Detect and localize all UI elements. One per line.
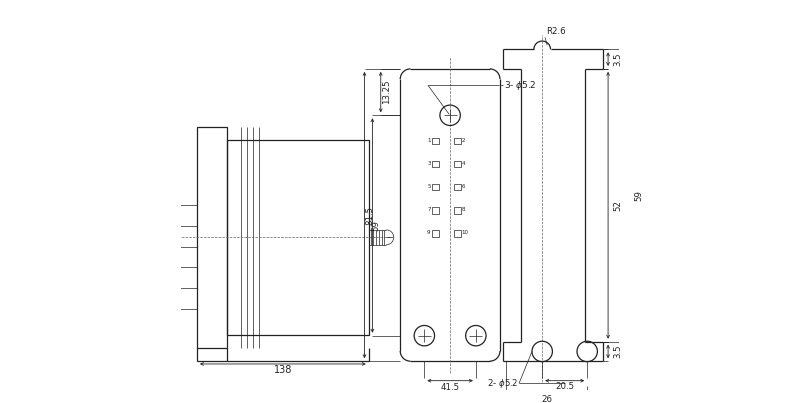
Text: 3: 3	[427, 161, 430, 166]
Text: 3.5: 3.5	[614, 52, 622, 66]
Text: 138: 138	[274, 365, 292, 375]
Text: 81.5: 81.5	[366, 206, 374, 224]
Bar	[432, 207, 438, 214]
Text: 3- $\phi$5.2: 3- $\phi$5.2	[504, 79, 536, 91]
Text: 1: 1	[427, 137, 430, 143]
Text: 7: 7	[427, 207, 430, 212]
Bar	[454, 137, 461, 144]
Text: 6: 6	[462, 184, 465, 189]
Text: 9: 9	[427, 231, 430, 235]
Bar	[197, 127, 227, 348]
Bar	[454, 207, 461, 214]
Text: R2.6: R2.6	[546, 27, 566, 36]
Text: 59: 59	[634, 190, 643, 201]
Text: 13.25: 13.25	[382, 80, 391, 104]
Bar	[454, 184, 461, 191]
Text: 59: 59	[372, 220, 381, 231]
Bar	[432, 231, 438, 237]
Bar	[432, 184, 438, 191]
Text: 52: 52	[614, 200, 622, 211]
Text: 4: 4	[462, 161, 465, 166]
Text: 20.5: 20.5	[555, 382, 574, 391]
Text: 8: 8	[462, 207, 465, 212]
Text: 41.5: 41.5	[441, 383, 460, 392]
Bar	[454, 231, 461, 237]
Bar	[454, 161, 461, 167]
Bar	[432, 137, 438, 144]
Bar	[432, 161, 438, 167]
Text: 10: 10	[462, 231, 468, 235]
Bar	[227, 140, 369, 335]
Text: 5: 5	[427, 184, 430, 189]
Text: 2- $\phi$5.2: 2- $\phi$5.2	[486, 377, 518, 390]
Text: 3.5: 3.5	[614, 345, 622, 358]
Text: 2: 2	[462, 137, 465, 143]
Text: 26: 26	[541, 395, 552, 403]
